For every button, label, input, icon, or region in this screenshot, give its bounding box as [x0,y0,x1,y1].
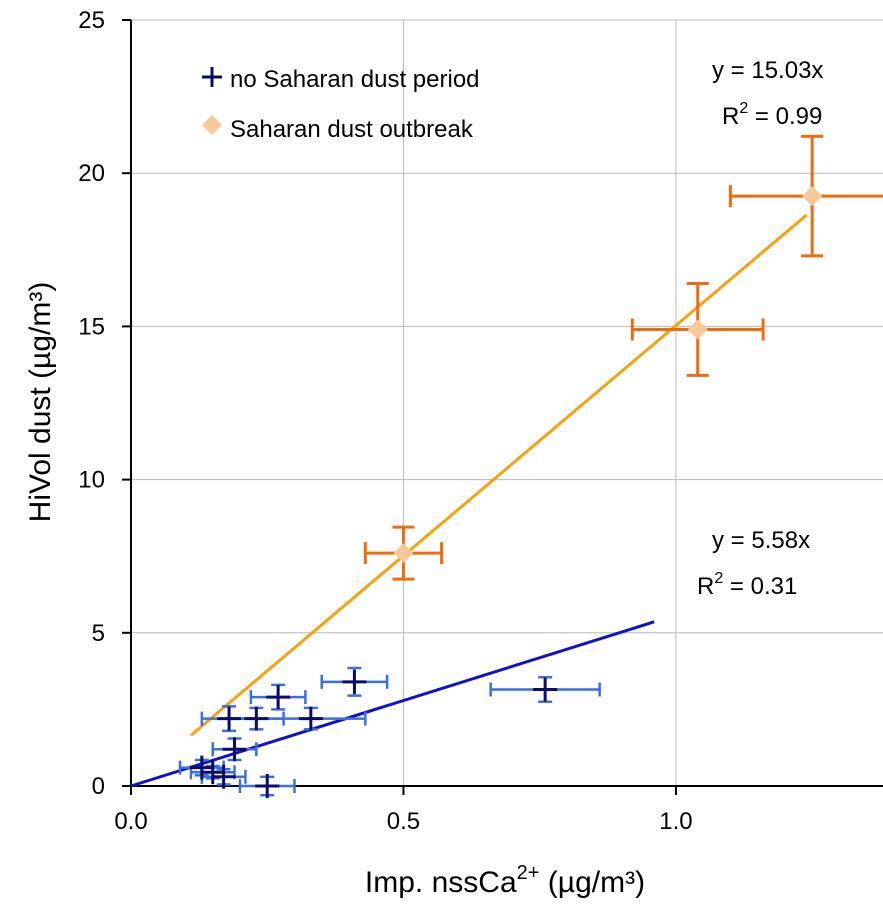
y-tick-label: 20 [78,160,105,187]
x-tick-label: 1.0 [659,808,692,835]
legend: no Saharan dust period Saharan dust outb… [202,66,480,143]
legend-diamond [202,115,222,135]
legend-label-no-saharan: no Saharan dust period [230,66,480,93]
data-point-no-saharan [342,669,367,694]
data-point-no-saharan [211,764,236,789]
data-point-no-saharan [222,737,247,762]
x-tick-label: 0.0 [114,808,147,835]
data-point-saharan [802,186,823,207]
data-point-no-saharan [217,706,242,731]
data-point-no-saharan [533,677,558,702]
fit-annotation-saharan: y = 15.03x R2 = 0.99 [712,57,823,130]
legend-marker-no-saharan [202,67,222,87]
trendlines [130,213,808,788]
r2-no-saharan: R2 = 0.31 [697,570,797,600]
data-point-no-saharan [266,685,291,710]
data-point-saharan [393,543,414,564]
y-tick-label: 10 [78,467,105,494]
data-point-no-saharan [298,706,323,731]
y-tick-label: 5 [92,620,105,647]
r2-saharan: R2 = 0.99 [722,100,822,130]
y-tick-label: 15 [78,313,105,340]
data-point-no-saharan [200,760,225,785]
fit-annotation-no-saharan: y = 5.58x R2 = 0.31 [697,527,810,600]
equation-saharan: y = 15.03x [712,57,823,84]
equation-no-saharan: y = 5.58x [712,527,810,554]
data-points [189,186,823,798]
data-point-no-saharan [244,706,269,731]
x-axis-title: Imp. nssCa2+ (µg/m³) [365,862,645,899]
legend-marker-saharan [202,115,222,135]
y-tick-label: 25 [78,7,105,34]
data-point-no-saharan [189,755,214,780]
trendline-no-saharan [130,620,655,788]
y-axis-title: HiVol dust (µg/m³) [24,282,57,523]
y-tick-label: 0 [92,773,105,800]
data-point-no-saharan [255,774,280,798]
grid-lines [131,19,883,786]
axes: 0 5 10 15 20 25 0.0 0.5 1.0 [78,7,883,835]
trendline-saharan [189,213,808,737]
x-tick-label: 0.5 [387,808,420,835]
data-point-saharan [687,319,708,340]
legend-label-saharan: Saharan dust outbreak [230,116,474,143]
